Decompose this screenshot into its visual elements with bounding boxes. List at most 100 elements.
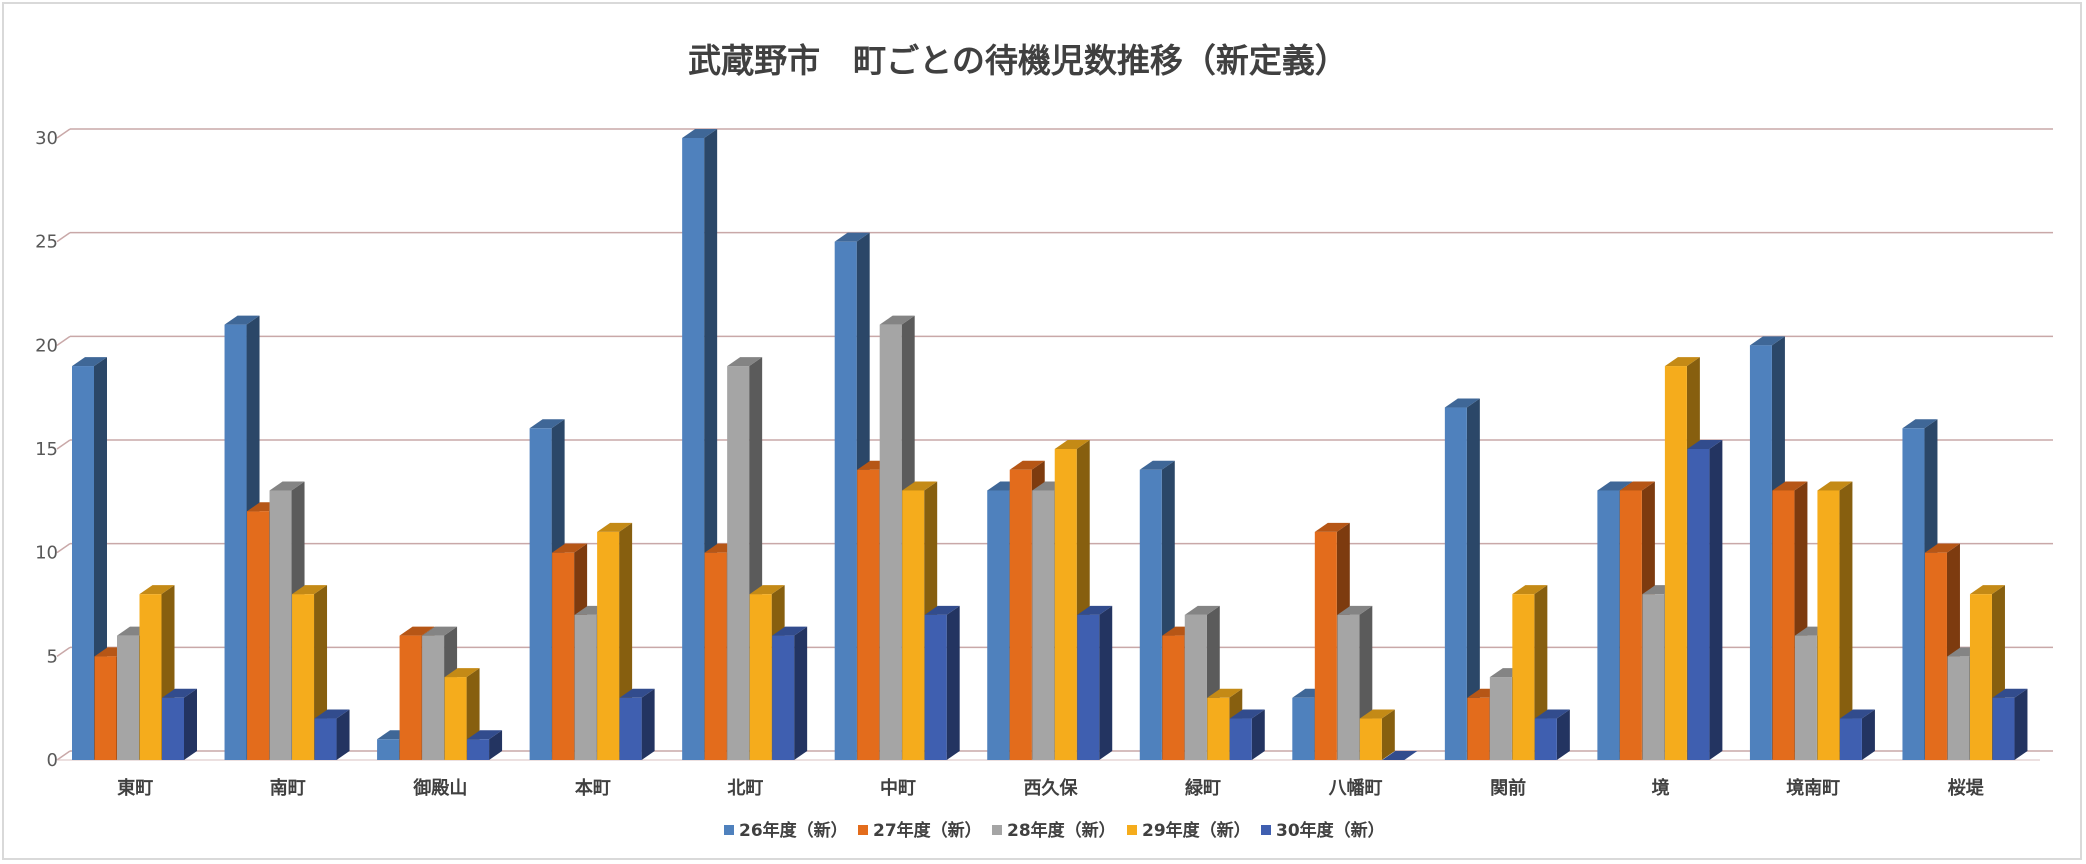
bar-front [1969, 594, 1992, 760]
bar-top [422, 626, 458, 636]
bar-top [834, 232, 870, 242]
bar [1687, 440, 1723, 760]
bar-side [1251, 709, 1265, 760]
bar-front [1687, 449, 1710, 760]
bar-front [727, 366, 750, 760]
bar-top [1512, 585, 1548, 595]
bar [1534, 709, 1570, 760]
bar [1077, 605, 1113, 760]
y-tick-label: 30 [35, 128, 58, 149]
legend-label: 28年度（新） [1007, 820, 1116, 841]
legend-item: 28年度（新） [992, 820, 1116, 841]
bar-top [1687, 440, 1723, 449]
x-tick-label: 中町 [880, 777, 916, 799]
bar-side [184, 688, 197, 760]
bar-front [117, 635, 139, 760]
legend-swatch [724, 825, 734, 835]
chart-title: 武蔵野市 町ごとの待機児数推移（新定義） [688, 41, 1348, 80]
bar-front [1749, 345, 1772, 760]
bar-top [1314, 522, 1350, 532]
x-tick-label: 北町 [727, 778, 763, 799]
bar-front [1992, 697, 2015, 760]
legend-swatch [1127, 825, 1137, 835]
y-tick-label: 5 [47, 646, 58, 667]
bar [1359, 709, 1395, 760]
bar-top [879, 315, 915, 325]
bar-top [1359, 709, 1395, 719]
gridline-slant [56, 750, 71, 761]
bar-front [924, 614, 947, 760]
bar-front [1947, 656, 1970, 760]
legend-item: 30年度（新） [1261, 820, 1385, 841]
legend-label: 27年度（新） [873, 820, 982, 841]
x-tick-label: 緑町 [1185, 777, 1221, 799]
bar-front [1597, 490, 1620, 760]
bar-front [1642, 594, 1665, 760]
y-tick-label: 20 [35, 335, 58, 356]
bar-front [1359, 718, 1382, 760]
bar-top [224, 315, 260, 325]
bar-front [987, 490, 1010, 760]
bar-front [529, 428, 552, 760]
bar-side [1466, 398, 1480, 760]
y-tick-label: 0 [47, 750, 58, 771]
bar-front [1924, 552, 1947, 760]
bar-side [946, 605, 960, 760]
bar-top [1139, 460, 1175, 470]
bar-top [1009, 460, 1045, 470]
bar-front [1489, 677, 1512, 760]
bar-front [1054, 449, 1077, 760]
bar-side [336, 709, 350, 760]
bar-top [314, 709, 350, 719]
bar-top [292, 585, 328, 595]
legend-label: 29年度（新） [1142, 820, 1251, 841]
legend-swatch [992, 825, 1002, 835]
bar-side [641, 688, 655, 760]
bar-top [1077, 605, 1113, 615]
bar-top [619, 688, 655, 698]
bar-top [1839, 709, 1875, 719]
bar-top [552, 543, 588, 553]
gridline-slant [56, 646, 71, 657]
bar-top [529, 419, 565, 429]
x-tick-label: 東町 [117, 777, 153, 799]
bar-side [1099, 605, 1113, 760]
bar-top [749, 585, 785, 595]
bar-front [834, 241, 857, 760]
bar-front [772, 635, 795, 760]
legend-label: 30年度（新） [1276, 820, 1385, 841]
bar-side [794, 626, 808, 760]
bar-front [574, 614, 597, 760]
bar-top [1902, 419, 1938, 429]
bar [314, 709, 350, 760]
legend-swatch [1261, 825, 1271, 835]
bar-front [94, 656, 117, 760]
bar-front [269, 490, 292, 760]
bar-top [1992, 688, 2028, 698]
bar-front [857, 469, 880, 760]
bar-front [704, 552, 727, 760]
bar-front [1839, 718, 1862, 760]
bar-top [269, 481, 305, 491]
y-tick-label: 25 [35, 232, 58, 253]
bar-front [902, 490, 925, 760]
bar-front [1512, 594, 1535, 760]
bar-front [619, 697, 642, 760]
bar-front [377, 739, 400, 760]
bar-front [72, 366, 94, 760]
bar-top [444, 668, 480, 678]
bar [924, 605, 960, 760]
bar-front [1817, 490, 1840, 760]
bar-top [727, 357, 763, 367]
legend-label: 26年度（新） [739, 820, 848, 841]
legend-item: 27年度（新） [858, 820, 982, 841]
gridline-slant [56, 543, 71, 554]
bar-front [1534, 718, 1557, 760]
bar-front [247, 511, 270, 760]
x-axis: 東町 南町 御殿山 本町 北町 中町 西久保 緑町 八幡町 関前 境 境南町 桜堤 [117, 777, 1984, 799]
bar-front [1292, 697, 1315, 760]
bar-top [1184, 605, 1220, 615]
y-tick-label: 10 [35, 543, 58, 564]
bar-top [162, 688, 197, 698]
